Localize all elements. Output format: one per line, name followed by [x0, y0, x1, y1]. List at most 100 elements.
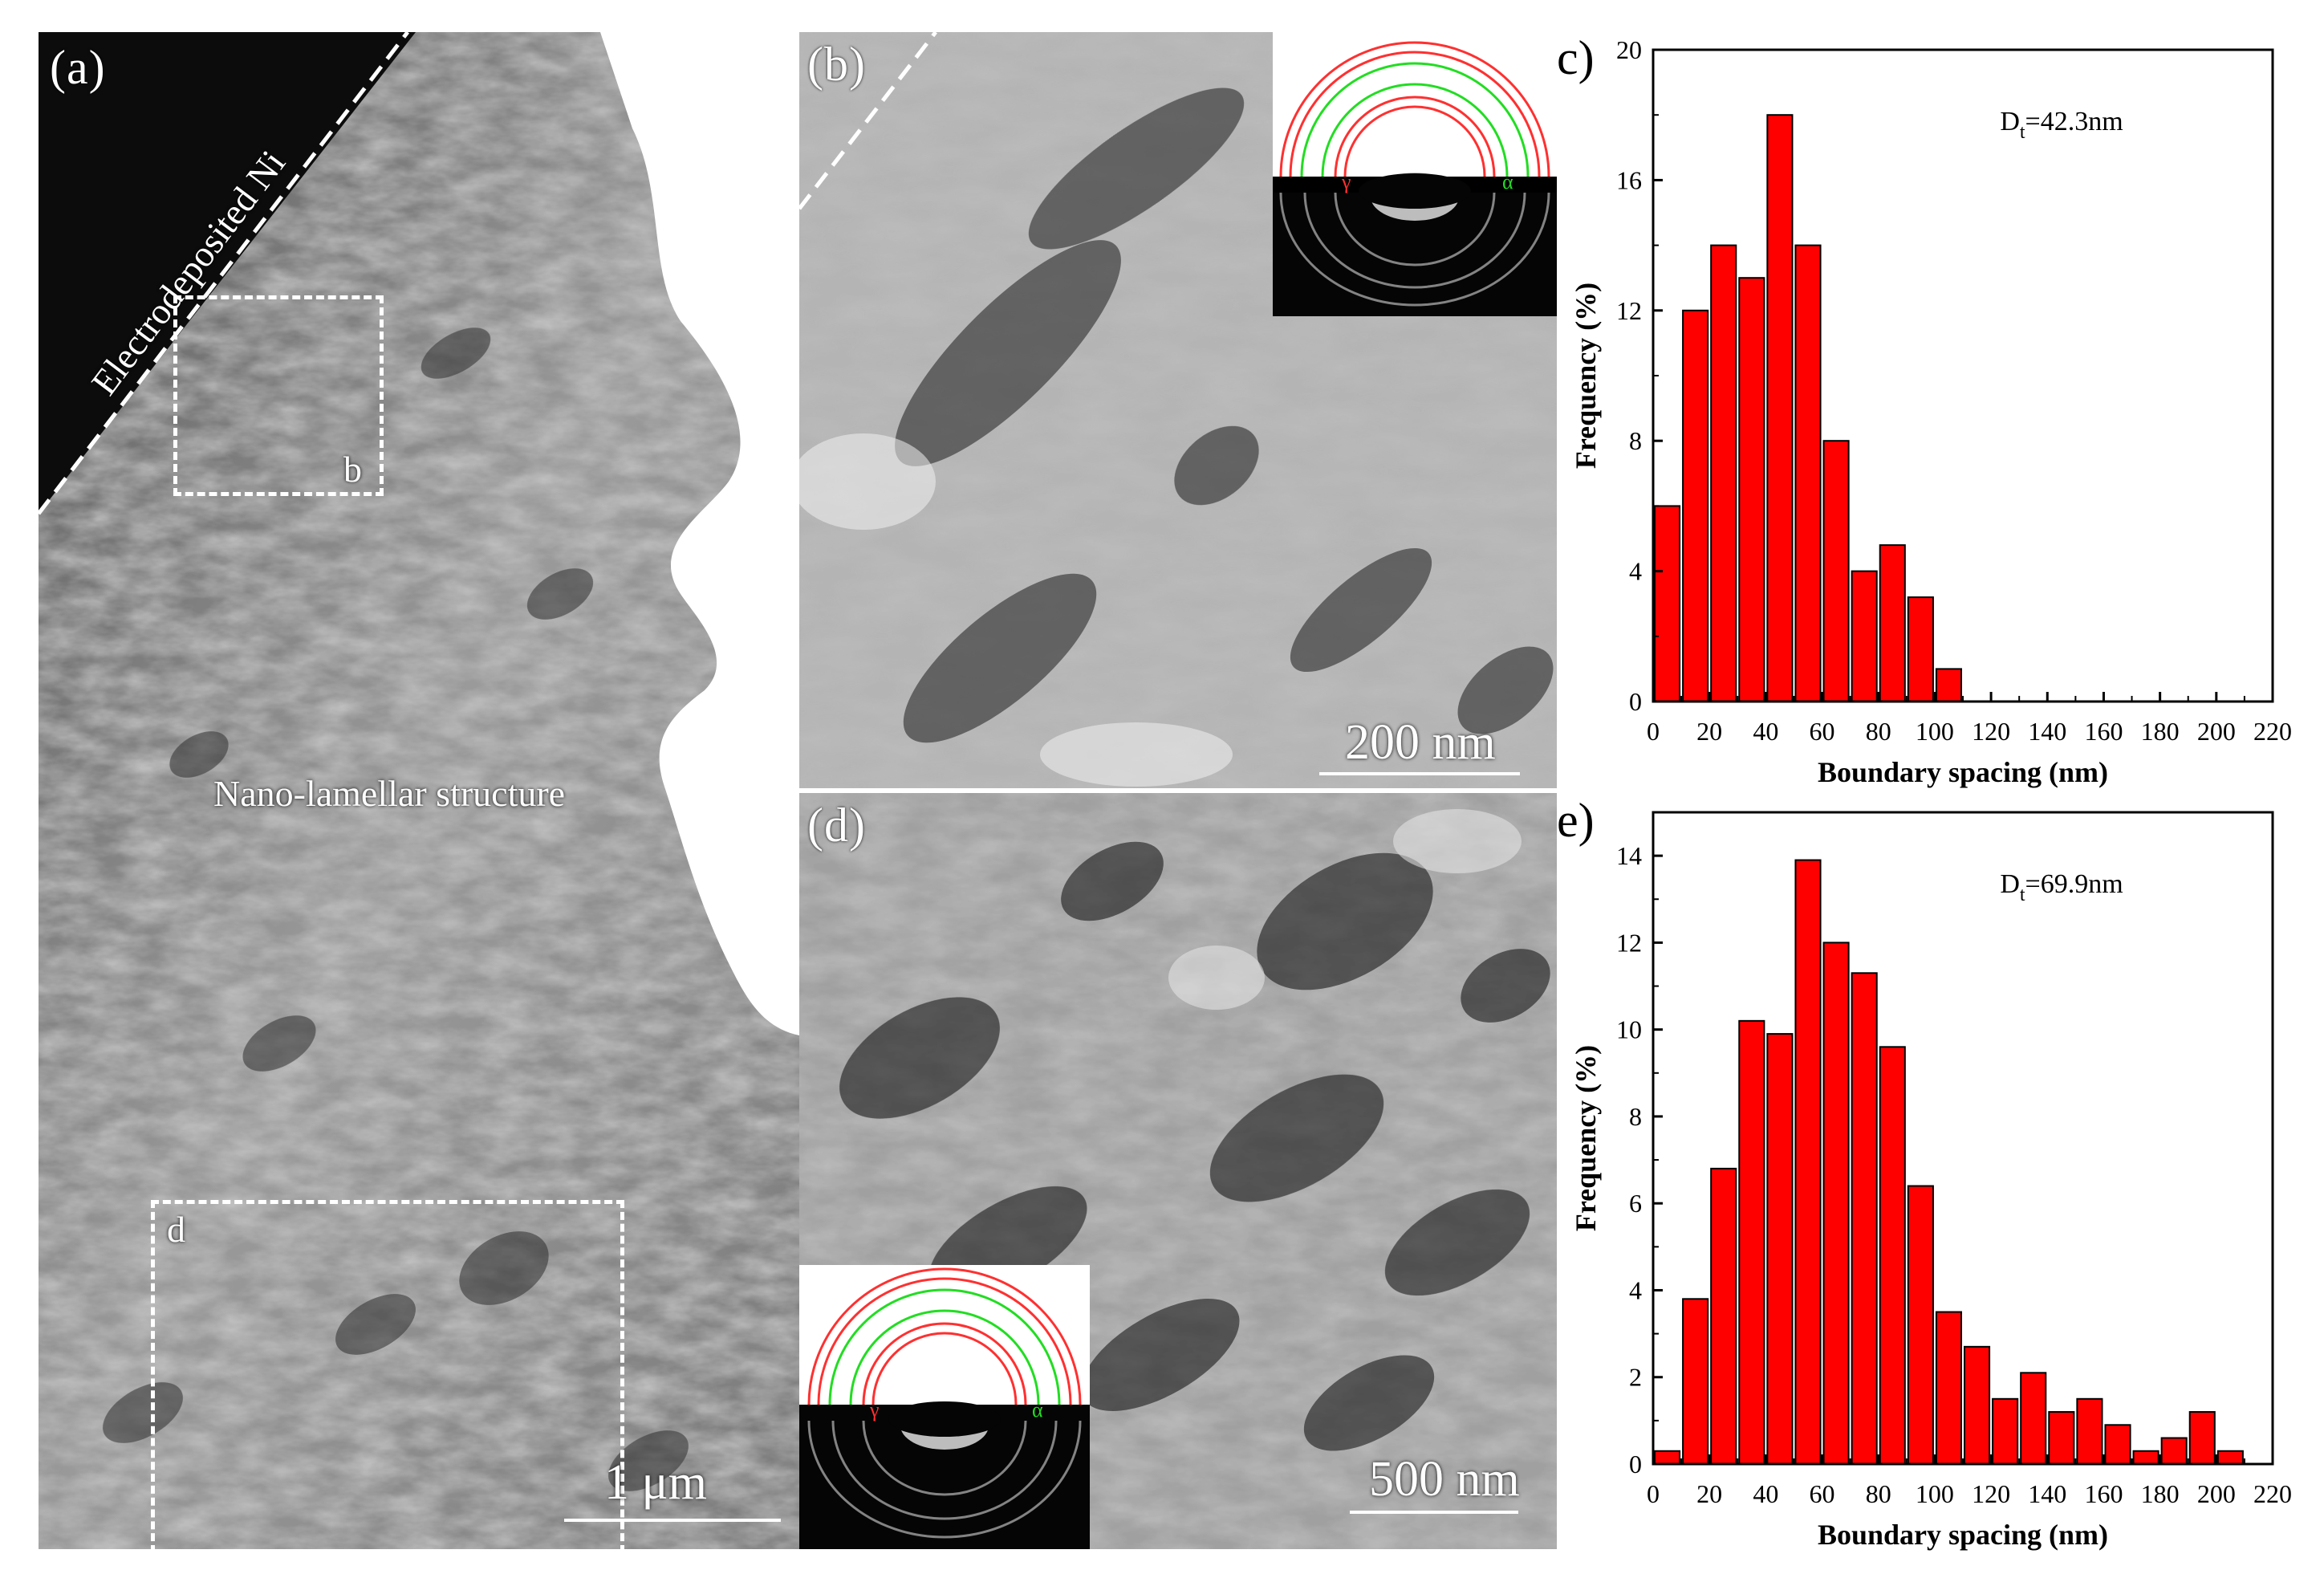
- histogram-bar: [2188, 1411, 2216, 1465]
- diffraction-rings-d: [799, 1267, 1090, 1549]
- y-tick-label: 16: [1616, 165, 1642, 194]
- histogram-bar: [1682, 309, 1709, 702]
- histogram-bar: [1992, 1397, 2019, 1465]
- histogram-bar: [1851, 570, 1878, 702]
- alpha-marker-d: α: [1032, 1398, 1043, 1422]
- scale-bar-a: [564, 1519, 781, 1522]
- x-tick-label: 40: [1753, 717, 1778, 746]
- annotation-sub: t: [2020, 122, 2025, 143]
- annotation-sub: t: [2020, 885, 2025, 905]
- histogram-bar: [1907, 596, 1934, 703]
- histogram-bar: [1738, 1019, 1765, 1465]
- histogram-bar: [2048, 1411, 2075, 1465]
- x-tick-label: 60: [1810, 1479, 1835, 1508]
- x-tick-label: 200: [2197, 1479, 2236, 1508]
- panel-c-label: c): [1557, 31, 1595, 84]
- tem-panel-b: γ α (b) 200 nm: [799, 32, 1557, 788]
- histogram-bar: [1766, 1033, 1794, 1465]
- tem-panel-d: γ α (d) 500 nm: [799, 793, 1557, 1549]
- y-tick-label: 0: [1629, 1450, 1642, 1478]
- histogram-c: 0 20 40 60 80 100 120 140 160 180 200 220 0 4 8 12 16 20 B…: [1557, 31, 2324, 795]
- histogram-e: 0 20 40 60 80 100 120 140 160 180 200 220 0 2 4 6 8 10 12 1…: [1557, 794, 2324, 1557]
- x-tick-label: 140: [2028, 1479, 2066, 1508]
- histogram-bar: [1851, 972, 1878, 1465]
- saed-inset-d: γ α: [799, 1265, 1090, 1549]
- panel-e-label: e): [1557, 794, 1595, 847]
- histogram-bar: [1654, 505, 1681, 703]
- histogram-bar: [1654, 1450, 1681, 1466]
- y-tick-label: 4: [1629, 1275, 1642, 1304]
- x-tick-label: 120: [1972, 717, 2010, 746]
- x-tick-label: 120: [1972, 1479, 2010, 1508]
- panel-a-label: (a): [50, 41, 106, 94]
- histogram-bar: [1766, 114, 1794, 702]
- y-axis-label: Frequency (%): [1570, 283, 1602, 469]
- x-tick-label: 80: [1866, 1479, 1891, 1508]
- histogram-c-svg: 0 20 40 60 80 100 120 140 160 180 200 220 0 4 8 12 16 20 B…: [1570, 35, 2292, 788]
- histogram-bar: [1794, 244, 1822, 703]
- histogram-bar: [1879, 544, 1906, 702]
- annotation-value: =69.9nm: [2025, 869, 2123, 899]
- histogram-bar: [1964, 1345, 1991, 1466]
- x-tick-label: 100: [1916, 1479, 1954, 1508]
- histogram-bar: [1822, 942, 1850, 1465]
- annotation-main: D: [2000, 107, 2020, 136]
- histogram-bar: [2020, 1372, 2047, 1466]
- histogram-bar: [1738, 277, 1765, 702]
- y-tick-label: 8: [1629, 426, 1642, 455]
- histogram-bar: [1935, 1311, 1962, 1465]
- gamma-marker-d: γ: [870, 1398, 880, 1422]
- y-tick-label: 10: [1616, 1015, 1642, 1044]
- tem-panel-a: (a) Electrodeposited Ni Nano-lamellar st…: [39, 32, 799, 1549]
- tem-micrograph-b: [799, 32, 1557, 788]
- histogram-bar: [1879, 1046, 1906, 1465]
- region-box-b: [173, 295, 384, 496]
- histogram-bar: [1682, 1298, 1709, 1465]
- histogram-bar: [2160, 1437, 2188, 1466]
- histogram-bar: [1822, 440, 1850, 702]
- x-axis-label: Boundary spacing (nm): [1818, 1519, 2108, 1551]
- y-tick-label: 4: [1629, 557, 1642, 586]
- x-tick-label: 100: [1916, 717, 1954, 746]
- y-tick-label: 20: [1616, 35, 1642, 64]
- y-tick-label: 12: [1616, 928, 1642, 957]
- x-tick-label: 160: [2084, 1479, 2123, 1508]
- x-tick-label: 180: [2141, 1479, 2180, 1508]
- nano-lamellar-label: Nano-lamellar structure: [213, 773, 566, 814]
- x-tick-label: 140: [2028, 717, 2066, 746]
- x-tick-label: 220: [2253, 1479, 2292, 1508]
- histogram-bar: [2076, 1397, 2103, 1465]
- histogram-e-svg: 0 20 40 60 80 100 120 140 160 180 200 220 0 2 4 6 8 10 12 1…: [1570, 811, 2292, 1551]
- panel-b-label: (b): [807, 38, 866, 91]
- scale-text-a: 1 μm: [604, 1455, 707, 1510]
- y-tick-label: 12: [1616, 296, 1642, 325]
- region-box-d: [151, 1200, 624, 1549]
- y-tick-label: 2: [1629, 1363, 1642, 1392]
- alpha-marker-b: α: [1502, 170, 1513, 193]
- y-tick-label: 6: [1629, 1189, 1642, 1218]
- histogram-bar: [1710, 244, 1737, 703]
- x-tick-label: 80: [1866, 717, 1891, 746]
- region-box-b-label: b: [343, 449, 362, 490]
- y-axis-label: Frequency (%): [1570, 1045, 1602, 1231]
- gamma-marker-b: γ: [1342, 170, 1351, 193]
- saed-inset-b: γ α: [1273, 32, 1557, 316]
- panel-d-label: (d): [807, 799, 866, 852]
- x-axis-label: Boundary spacing (nm): [1818, 756, 2108, 788]
- x-tick-label: 200: [2197, 717, 2236, 746]
- histogram-bar: [1935, 668, 1962, 703]
- histogram-bar: [2132, 1450, 2159, 1466]
- y-tick-label: 8: [1629, 1102, 1642, 1131]
- histogram-bar: [2104, 1424, 2131, 1466]
- diffraction-rings-b: [1273, 41, 1557, 316]
- annotation-main: D: [2000, 869, 2020, 899]
- x-tick-label: 160: [2084, 717, 2123, 746]
- histogram-bar: [2216, 1450, 2244, 1466]
- histogram-bar: [1710, 1167, 1737, 1465]
- scale-bar-d: [1350, 1511, 1518, 1514]
- scale-text-b: 200 nm: [1345, 715, 1496, 770]
- x-tick-label: 180: [2141, 717, 2180, 746]
- y-tick-label: 0: [1629, 687, 1642, 716]
- tem-micrograph-a: [39, 32, 799, 1549]
- x-tick-label: 20: [1696, 717, 1722, 746]
